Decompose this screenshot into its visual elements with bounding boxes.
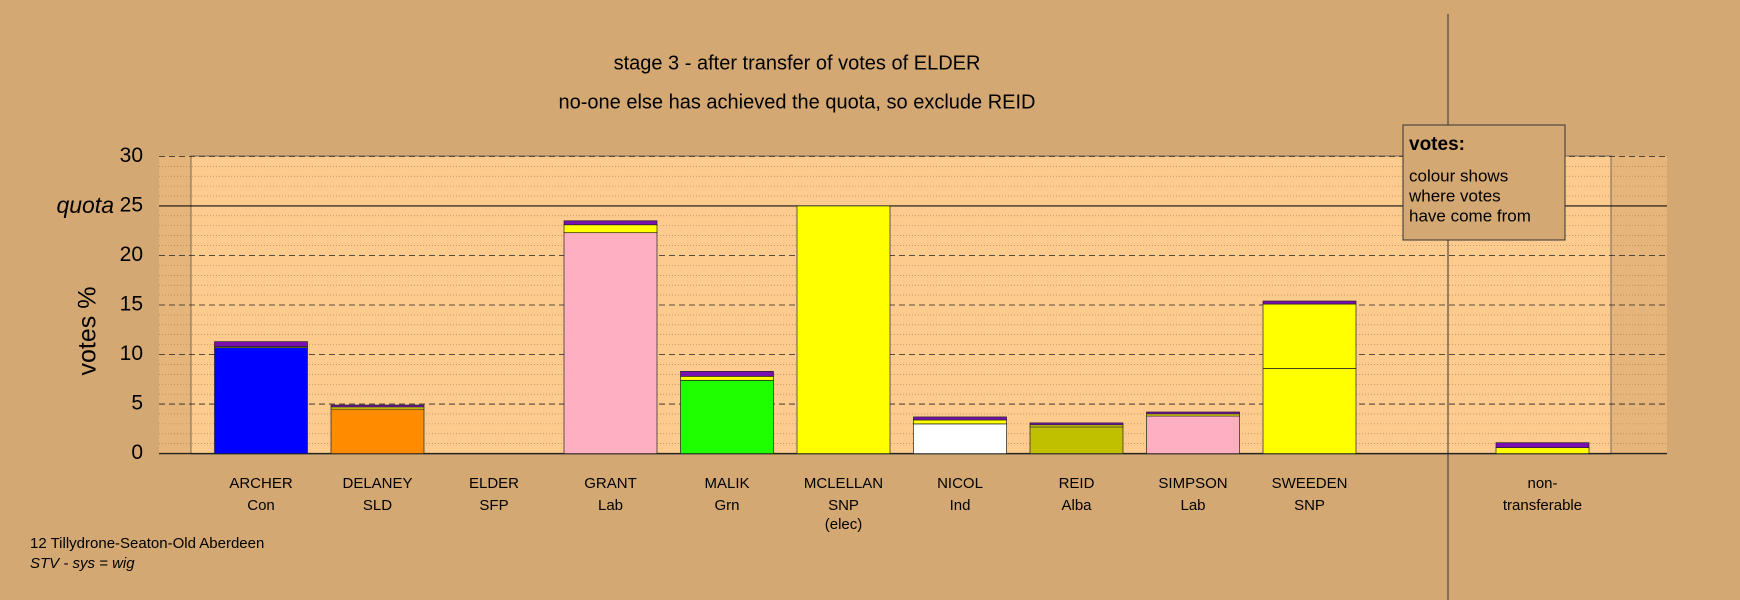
x-tick-label: NICOL bbox=[937, 475, 983, 492]
x-tick-label: REID bbox=[1059, 475, 1095, 492]
y-tick-label: 5 bbox=[131, 392, 143, 415]
legend-text: have come from bbox=[1409, 206, 1531, 225]
x-tick-sublabel: SNP bbox=[1294, 497, 1325, 514]
y-tick-label: 30 bbox=[120, 144, 143, 167]
y-tick-label: 15 bbox=[120, 293, 143, 316]
y-tick-label: 25 bbox=[120, 193, 143, 216]
x-tick-sublabel: Con bbox=[247, 497, 275, 514]
bar-segment bbox=[680, 375, 774, 381]
bar-segment bbox=[330, 404, 425, 408]
x-tick-label: non- bbox=[1527, 475, 1557, 492]
legend-box bbox=[1402, 124, 1566, 241]
x-tick-label: SIMPSON bbox=[1158, 475, 1227, 492]
bar-segment bbox=[1495, 442, 1590, 449]
x-tick-sublabel: Lab bbox=[1180, 497, 1205, 514]
footer: STV - sys = wig bbox=[30, 555, 135, 572]
bar-segment bbox=[1029, 422, 1124, 426]
bar-segment bbox=[1262, 368, 1357, 454]
x-tick-label: MALIK bbox=[704, 475, 749, 492]
bar-segment bbox=[214, 341, 308, 347]
x-tick-label: MCLELLAN bbox=[804, 475, 883, 492]
x-tick-label: DELANEY bbox=[342, 475, 412, 492]
chart-title: stage 3 - after transfer of votes of ELD… bbox=[614, 52, 981, 74]
bar-segment bbox=[680, 379, 774, 454]
bar-segment bbox=[1262, 300, 1357, 305]
bar-segment bbox=[563, 220, 658, 226]
bar-segment bbox=[214, 347, 308, 454]
bar-segment bbox=[913, 423, 1007, 454]
bar-segment bbox=[330, 408, 425, 454]
legend-text: where votes bbox=[1408, 186, 1501, 205]
x-tick-label: ELDER bbox=[469, 475, 519, 492]
bar-segment bbox=[1146, 411, 1240, 415]
legend-title: votes: bbox=[1409, 134, 1465, 155]
x-tick-sublabel: transferable bbox=[1503, 497, 1582, 514]
bar-segment bbox=[796, 205, 891, 454]
quota-label: quota bbox=[56, 192, 114, 218]
bar-segment bbox=[563, 232, 658, 454]
bar-segment bbox=[913, 416, 1007, 421]
bar-segment bbox=[1146, 415, 1240, 454]
bar-segment bbox=[563, 224, 658, 234]
y-tick-label: 0 bbox=[131, 441, 143, 464]
y-tick-label: 20 bbox=[120, 243, 143, 266]
x-tick-sublabel: SFP bbox=[479, 497, 508, 514]
footer: 12 Tillydrone-Seaton-Old Aberdeen bbox=[30, 535, 264, 552]
bar-segment bbox=[1029, 426, 1124, 454]
x-tick-label: SWEEDEN bbox=[1272, 475, 1348, 492]
bar-segment bbox=[913, 419, 1007, 425]
plot: 0 5 10 15 20 25 30 quota ARCHER Con DELANEY SLD ELDE… bbox=[56, 144, 1667, 533]
bar-segment bbox=[1495, 447, 1590, 454]
x-tick-note: (elec) bbox=[825, 516, 863, 533]
x-tick-label: GRANT bbox=[584, 475, 637, 492]
y-tick-label: 10 bbox=[120, 342, 143, 365]
y-axis-label: votes % bbox=[74, 287, 102, 376]
chart-subtitle: no-one else has achieved the quota, so e… bbox=[559, 91, 1036, 113]
x-tick-sublabel: SNP bbox=[828, 497, 859, 514]
x-tick-sublabel: Grn bbox=[714, 497, 739, 514]
x-tick-label: ARCHER bbox=[229, 475, 293, 492]
x-tick-sublabel: SLD bbox=[363, 497, 392, 514]
bar-segment bbox=[1262, 303, 1357, 369]
x-tick-sublabel: Alba bbox=[1061, 497, 1092, 514]
bar-segment bbox=[680, 371, 774, 377]
x-tick-sublabel: Ind bbox=[950, 497, 971, 514]
legend-text: colour shows bbox=[1409, 166, 1508, 185]
x-tick-sublabel: Lab bbox=[598, 497, 623, 514]
